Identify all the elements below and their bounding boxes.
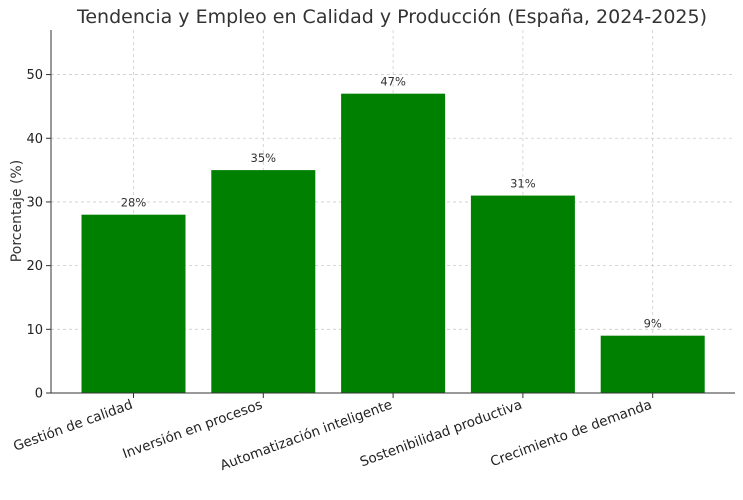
x-tick-label: Gestión de calidad: [11, 397, 135, 455]
bar-value-label: 35%: [251, 151, 277, 165]
chart-title: Tendencia y Empleo en Calidad y Producci…: [76, 6, 707, 28]
y-tick-label: 40: [26, 132, 43, 147]
bar: [81, 214, 186, 393]
y-tick-label: 30: [26, 195, 43, 210]
bar-value-label: 47%: [380, 75, 406, 89]
bars: [81, 93, 705, 394]
bar-value-label: 28%: [121, 196, 147, 210]
y-tick-label: 10: [26, 323, 43, 338]
y-tick-label: 20: [26, 259, 43, 274]
bar: [470, 195, 575, 393]
bar-value-label: 9%: [644, 317, 662, 331]
y-tick-label: 50: [26, 68, 43, 83]
bar-value-label: 31%: [510, 177, 536, 191]
y-axis-label: Porcentaje (%): [9, 160, 25, 262]
bar: [341, 93, 446, 394]
y-ticks: 0 10 20 30 40 50: [26, 68, 51, 402]
bar: [600, 335, 705, 393]
data-labels: 28% 35% 47% 31% 9%: [121, 75, 662, 331]
bar: [211, 170, 316, 393]
y-tick-label: 0: [35, 387, 43, 402]
